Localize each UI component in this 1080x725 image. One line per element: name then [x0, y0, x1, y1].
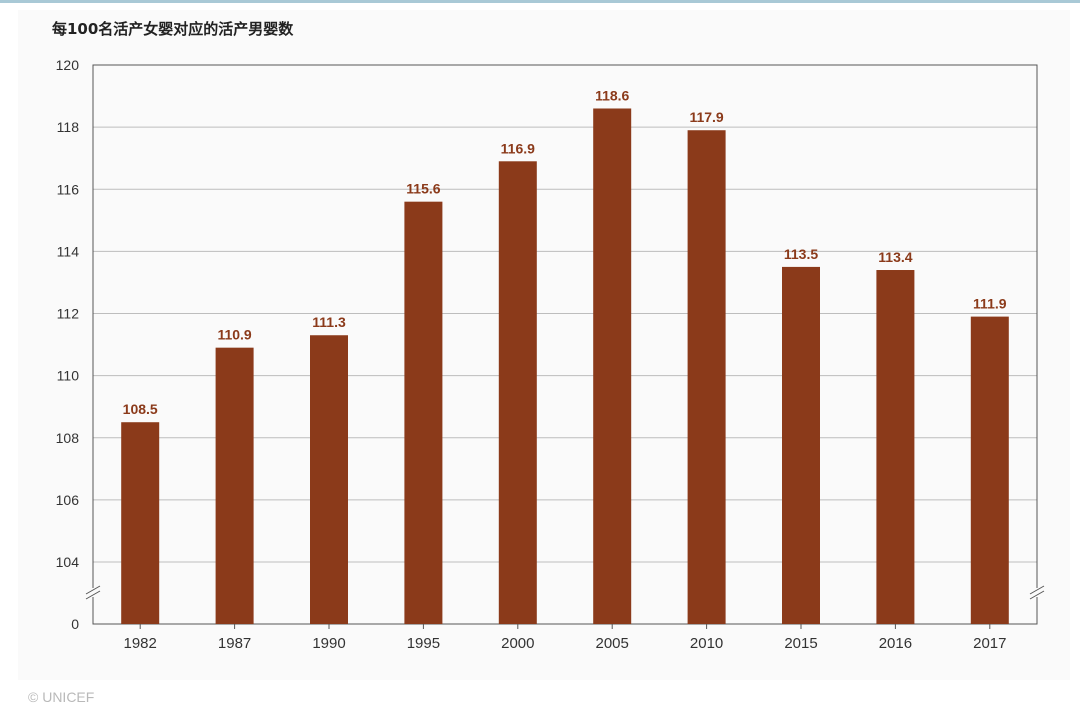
copyright-credit: © UNICEF: [28, 689, 95, 705]
plot-frame: [92, 64, 1038, 625]
bar: [782, 266, 820, 624]
bar-value-label: 111.9: [973, 296, 1007, 312]
x-tick-label: 1987: [218, 635, 251, 652]
top-border-line: [0, 0, 1080, 3]
chart-title: 每100名活产女婴对应的活产男婴数: [52, 20, 294, 38]
y-tick-label: 112: [57, 306, 80, 322]
axis-break-mark: [1029, 585, 1045, 595]
bar-value-label: 118.6: [595, 87, 629, 103]
x-tick-label: 2016: [879, 635, 912, 652]
y-tick-label: 116: [57, 181, 80, 197]
bar: [310, 335, 348, 624]
y-tick-label: 118: [57, 119, 80, 135]
x-tick-label: 1995: [407, 635, 440, 652]
bar: [970, 316, 1009, 624]
bar-value-label: 110.9: [217, 327, 251, 343]
x-tick-label: 2017: [973, 635, 1006, 652]
axis-break-gap: [1030, 588, 1044, 597]
bar-value-label: 115.6: [406, 181, 440, 197]
bar-value-label: 117.9: [689, 109, 723, 125]
y-tick-label: 108: [56, 430, 80, 446]
bar-value-label: 111.3: [312, 314, 346, 330]
bar: [687, 130, 726, 624]
bar: [121, 422, 160, 624]
bar: [876, 270, 915, 624]
x-tick-label: 2015: [784, 635, 817, 652]
x-tick-label: 1982: [124, 635, 157, 652]
axis-break-mark: [85, 590, 101, 600]
x-tick-label: 2000: [501, 635, 534, 652]
y-tick-label: 120: [56, 57, 80, 73]
bar: [498, 161, 537, 624]
x-tick-label: 2010: [690, 635, 723, 652]
bar-value-label: 113.5: [784, 246, 818, 262]
bar-value-label: 113.4: [878, 249, 912, 265]
bar-value-label: 116.9: [501, 140, 535, 156]
axis-break-mark: [85, 585, 101, 595]
y-tick-label: 114: [57, 243, 80, 259]
bar: [404, 201, 443, 625]
x-tick-label: 1990: [312, 635, 345, 652]
bar: [593, 108, 632, 625]
bar: [215, 347, 254, 624]
y-tick-label: 110: [57, 368, 80, 384]
x-tick-label: 2005: [596, 635, 629, 652]
bar-value-label: 108.5: [123, 401, 158, 417]
y-tick-label: 0: [71, 616, 79, 632]
y-tick-label: 106: [56, 492, 80, 508]
y-tick-label: 104: [56, 554, 80, 570]
axis-break-mark: [1029, 590, 1045, 600]
axis-break-gap: [86, 588, 100, 597]
